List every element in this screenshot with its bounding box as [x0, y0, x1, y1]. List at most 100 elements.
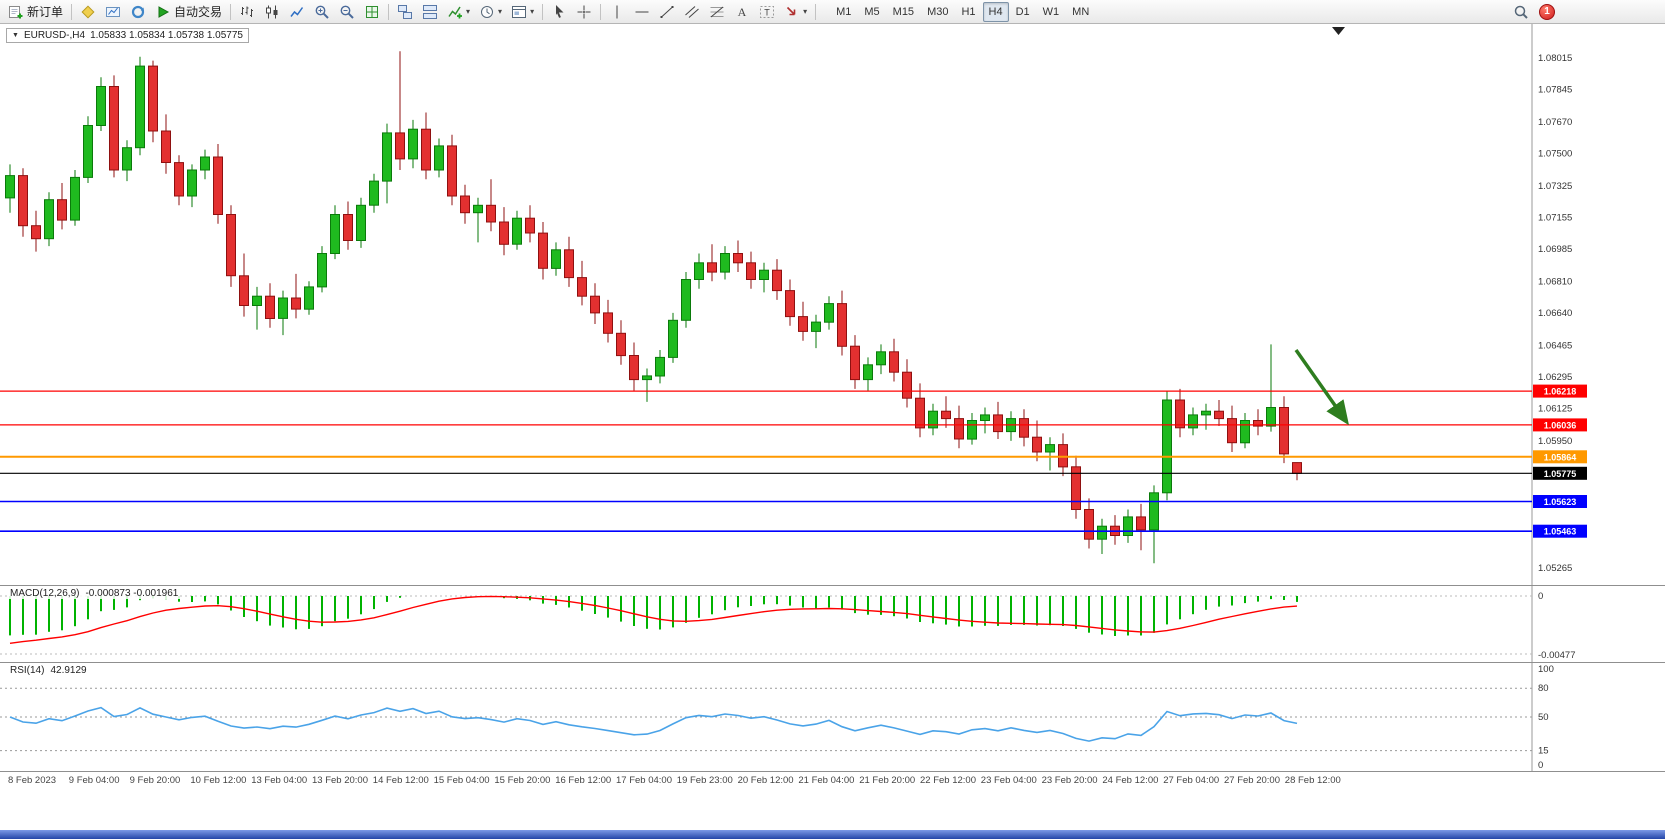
candle: [642, 368, 652, 402]
price-chart-canvas[interactable]: 1.08015 1.07845 1.07670 1.07500 1.07325 1.071…: [0, 24, 1665, 585]
label-icon: T: [759, 4, 775, 20]
chart-grid-button[interactable]: [360, 2, 384, 22]
new-order-label: 新订单: [27, 5, 64, 19]
bar-chart-button[interactable]: [235, 2, 259, 22]
auto-trading-label: 自动交易: [174, 5, 223, 19]
timeframe-button-m15[interactable]: M15: [887, 2, 920, 22]
new-order-button[interactable]: 新订单: [4, 2, 67, 22]
timeframe-button-h1[interactable]: H1: [955, 2, 981, 22]
trendline-button[interactable]: [655, 2, 679, 22]
candle: [1240, 413, 1250, 449]
chart-window-button[interactable]: [101, 2, 125, 22]
vertical-line-icon: [609, 4, 625, 20]
price-axis[interactable]: 1.08015 1.07845 1.07670 1.07500 1.07325 1.071…: [1538, 53, 1572, 574]
time-axis-label: 15 Feb 04:00: [433, 775, 490, 786]
rsi-panel[interactable]: 100 80 50 15 0: [0, 662, 1665, 771]
crosshair-button[interactable]: [572, 2, 596, 22]
tile-windows-button[interactable]: [393, 2, 417, 22]
candle: [824, 296, 834, 330]
refresh-button[interactable]: [126, 2, 150, 22]
svg-text:1.05775: 1.05775: [1544, 469, 1577, 479]
time-axis-label: 9 Feb 04:00: [68, 775, 120, 786]
price-axis-label: 1.06640: [1538, 308, 1572, 319]
tile-horizontal-button[interactable]: [418, 2, 442, 22]
candle: [57, 183, 67, 230]
svg-text:1.06218: 1.06218: [1544, 387, 1577, 397]
fibonacci-icon: [709, 4, 725, 20]
candle: [122, 140, 132, 182]
chart-window-icon: [105, 4, 121, 20]
auto-trading-button[interactable]: 自动交易: [151, 2, 226, 22]
label-button[interactable]: T: [755, 2, 779, 22]
tile-horizontal-icon: [422, 4, 438, 20]
chart-shift-marker[interactable]: [1332, 27, 1345, 35]
diamond-icon: [80, 4, 96, 20]
candle: [1032, 420, 1042, 462]
price-axis-label: 1.07325: [1538, 181, 1572, 192]
zoom-out-button[interactable]: [335, 2, 359, 22]
candle: [655, 350, 665, 384]
candle: [1019, 409, 1029, 447]
channel-button[interactable]: [680, 2, 704, 22]
timeframe-button-m1[interactable]: M1: [830, 2, 857, 22]
periods-button[interactable]: ▾: [475, 2, 506, 22]
timeframe-button-d1[interactable]: D1: [1010, 2, 1036, 22]
timeframe-button-h4[interactable]: H4: [982, 1, 1009, 22]
bar-chart-icon: [239, 4, 255, 20]
time-axis[interactable]: 8 Feb 2023 9 Feb 04:00 9 Feb 20:00 10 Feb 1…: [0, 771, 1665, 788]
macd-panel[interactable]: 0 -0.00477: [0, 585, 1665, 662]
trend-arrow[interactable]: [1294, 348, 1350, 426]
timeframe-button-mn[interactable]: MN: [1066, 2, 1095, 22]
timeframe-button-m5[interactable]: M5: [858, 2, 885, 22]
arrows-tool-button[interactable]: ▾: [780, 2, 811, 22]
candle: [759, 262, 769, 293]
macd-canvas[interactable]: 0 -0.00477: [0, 586, 1665, 662]
candle: [1110, 515, 1120, 545]
time-axis-label: 10 Feb 12:00: [190, 775, 247, 786]
market-watch-button[interactable]: [76, 2, 100, 22]
zoom-out-icon: [339, 4, 355, 20]
timeframe-button-m30[interactable]: M30: [921, 2, 954, 22]
candle: [317, 246, 327, 293]
arrow-tool-icon: [784, 4, 800, 20]
rsi-axis-label: 80: [1538, 683, 1549, 694]
candle: [577, 260, 587, 306]
price-chart-panel[interactable]: 1.08015 1.07845 1.07670 1.07500 1.07325 1.071…: [0, 24, 1665, 585]
indicators-button[interactable]: ▾: [443, 2, 474, 22]
candle: [707, 244, 717, 282]
time-axis-label: 16 Feb 12:00: [555, 775, 612, 786]
zoom-in-button[interactable]: [310, 2, 334, 22]
candle: [1253, 409, 1263, 436]
horizontal-line-button[interactable]: [630, 2, 654, 22]
candlestick-chart-button[interactable]: [260, 2, 284, 22]
search-button[interactable]: [1509, 2, 1533, 22]
candle: [369, 173, 379, 213]
candle: [109, 75, 119, 178]
candle: [174, 155, 184, 206]
cursor-button[interactable]: [547, 2, 571, 22]
candle: [772, 259, 782, 300]
candle: [590, 283, 600, 324]
candle: [1058, 433, 1068, 477]
price-line-label: [1533, 384, 1587, 398]
candle: [785, 279, 795, 326]
vertical-line-button[interactable]: [605, 2, 629, 22]
notification-badge[interactable]: 1: [1539, 3, 1555, 20]
text-button[interactable]: A: [730, 2, 754, 22]
candle: [1136, 503, 1146, 551]
fibonacci-button[interactable]: [705, 2, 729, 22]
time-axis-label: 24 Feb 12:00: [1102, 775, 1159, 786]
candle: [135, 56, 145, 156]
candle: [499, 207, 509, 256]
candle: [278, 290, 288, 336]
svg-text:1.05463: 1.05463: [1544, 527, 1577, 537]
rsi-canvas[interactable]: 100 80 50 15 0: [0, 663, 1665, 771]
candle: [18, 168, 28, 237]
candle: [967, 413, 977, 445]
candle: [70, 170, 80, 226]
one-click-trading-toggle[interactable]: ▼: [12, 32, 19, 39]
timeframe-button-w1[interactable]: W1: [1037, 2, 1066, 22]
templates-button[interactable]: ▾: [507, 2, 538, 22]
time-axis-label: 23 Feb 20:00: [1041, 775, 1098, 786]
line-chart-button[interactable]: [285, 2, 309, 22]
